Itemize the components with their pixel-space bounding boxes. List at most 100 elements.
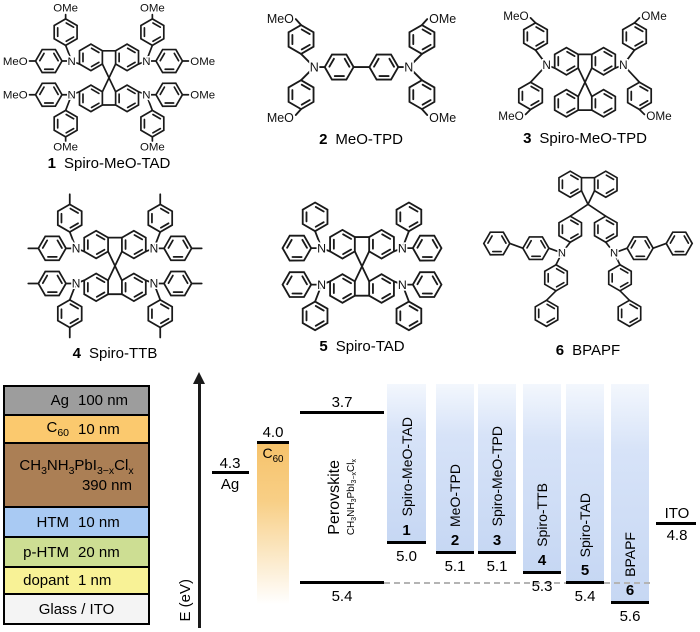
layer-thickness: 1 nm xyxy=(78,572,112,589)
structure-1-drawing: N N N N MeO MeO OMe OMe OMe OMe OMe OMe xyxy=(3,2,215,154)
structure-5-caption: 5 Spiro-TAD xyxy=(319,338,404,355)
c60-level-line xyxy=(257,441,289,444)
atom-label: N xyxy=(619,59,628,72)
perovskite-formula: CH3NH3PbI3−xClx xyxy=(346,459,358,536)
homo-value: 5.6 xyxy=(619,608,641,626)
atom-labels: N N MeO MeO OMe OMe xyxy=(265,10,458,126)
atom-label: N xyxy=(610,248,618,260)
structure-name: BPAPF xyxy=(572,341,621,359)
structure-name: Spiro-TTB xyxy=(89,344,158,362)
ag-label: Ag xyxy=(220,476,240,493)
layer-name: Glass / ITO xyxy=(38,600,115,618)
atom-label: N xyxy=(398,241,407,255)
atom-label: OMe xyxy=(53,142,78,154)
bar-number: 3 xyxy=(492,531,502,549)
homo-value: 5.3 xyxy=(531,577,553,595)
bar-number: 2 xyxy=(450,531,460,549)
structure-4-drawing: N N N N xyxy=(27,193,203,339)
bar-number: 5 xyxy=(580,562,590,580)
structure-4-spiro-ttb: N N N N 4 Spiro-TTB xyxy=(20,188,210,362)
energy-axis-line xyxy=(198,384,201,628)
atom-label: OMe xyxy=(190,90,215,102)
perovskite-energy-bar: Perovskite CH3NH3PbI3−xClx xyxy=(300,411,384,584)
atom-label: N xyxy=(72,277,81,291)
homo-level-line xyxy=(611,601,649,605)
bar-material-label: Spiro-MeO-TPD xyxy=(489,426,505,527)
atom-label: OMe xyxy=(429,111,456,125)
bond-skeleton xyxy=(278,201,446,332)
homo-value: 5.1 xyxy=(486,557,508,575)
structure-2-caption: 2 MeO-TPD xyxy=(319,131,403,148)
bar-fill xyxy=(387,384,426,544)
bond-skeleton xyxy=(27,193,203,339)
bar-fill xyxy=(611,384,649,605)
structure-1-caption: 1 Spiro-MeO-TAD xyxy=(48,155,171,172)
bar-number: 6 xyxy=(625,582,635,600)
atom-labels: N N N N xyxy=(316,240,409,294)
structure-4-caption: 4 Spiro-TTB xyxy=(73,345,158,362)
bond-skeleton xyxy=(517,17,653,118)
atom-label: OMe xyxy=(140,3,165,15)
structure-number: 3 xyxy=(523,130,532,148)
device-stack: Ag 100 nm C60 10 nm CH3NH3PbI3−xClx 390 … xyxy=(3,385,150,625)
structure-number: 6 xyxy=(555,341,565,359)
layer-thickness: 10 nm xyxy=(78,513,120,531)
bar-fill xyxy=(478,384,516,554)
structure-name: MeO-TPD xyxy=(335,131,403,149)
bar-material-label: Spiro-TAD xyxy=(577,492,593,558)
energy-axis-label: E (eV) xyxy=(176,579,194,622)
homo-level-line xyxy=(387,540,426,544)
atom-label: N xyxy=(142,90,150,102)
htm-bar-meo-tpd: MeO-TPD 2 5.1 xyxy=(436,384,474,575)
atom-label: N xyxy=(542,59,551,72)
structure-number: 1 xyxy=(47,154,56,172)
structure-number: 4 xyxy=(72,344,81,362)
bond-skeleton xyxy=(287,18,435,116)
stack-layer-p-htm: p-HTM 20 nm xyxy=(3,536,150,568)
atom-label: N xyxy=(309,60,318,74)
layer-thickness: 10 nm xyxy=(78,420,120,438)
c60-lumo-value: 4.0 xyxy=(262,424,284,441)
atom-label: N xyxy=(150,277,159,291)
ag-workfunction-value: 4.3 xyxy=(219,455,241,472)
layer-name: Ag xyxy=(50,392,69,409)
homo-level-line xyxy=(436,550,474,554)
perovskite-vb-dashed-guideline xyxy=(384,582,650,584)
atom-label: N xyxy=(317,241,326,255)
structure-name: Spiro-TAD xyxy=(335,337,405,355)
atom-labels: N N xyxy=(556,246,619,261)
stack-layer-perovskite: CH3NH3PbI3−xClx 390 nm xyxy=(3,442,150,508)
bar-number: 4 xyxy=(537,551,547,569)
layer-name: C60 xyxy=(46,419,69,439)
bond-skeleton xyxy=(479,170,697,328)
atom-label: N xyxy=(558,248,566,260)
structure-3-spiro-meo-tpd: N N MeO MeO OMe OMe 3 Spiro-MeO-TPD xyxy=(484,8,686,147)
ito-workfunction-value: 4.8 xyxy=(666,527,688,544)
structure-1-spiro-meo-tad: N N N N MeO MeO OMe OMe OMe OMe OMe OMe … xyxy=(0,2,218,172)
htm-bar-spiro-meo-tad: Spiro-MeO-TAD 1 5.0 xyxy=(387,384,426,565)
structure-3-drawing: N N MeO MeO OMe OMe xyxy=(497,8,674,124)
c60-energy-bar: C60 xyxy=(257,441,289,613)
structure-number: 5 xyxy=(319,337,328,355)
structure-5-drawing: N N N N xyxy=(278,201,446,332)
atom-label: OMe xyxy=(140,142,165,154)
atom-label: OMe xyxy=(429,12,456,26)
htm-bar-bpapf: BPAPF 6 5.6 xyxy=(611,384,649,625)
bar-number: 1 xyxy=(402,521,411,539)
bond-skeleton xyxy=(28,13,190,142)
layer-name: dopant xyxy=(23,572,69,589)
perovskite-vb-value: 5.4 xyxy=(331,588,353,605)
atom-label: N xyxy=(142,56,150,68)
stack-layer-ag: Ag 100 nm xyxy=(3,385,150,416)
structure-2-meo-tpd: N N MeO MeO OMe OMe 2 MeO-TPD xyxy=(255,4,467,148)
bar-fill xyxy=(566,384,604,585)
structure-6-bpapf: N N 6 BPAPF xyxy=(478,170,698,359)
homo-value: 5.4 xyxy=(574,588,596,606)
structure-number: 2 xyxy=(319,131,328,149)
homo-level-line xyxy=(523,570,561,574)
atom-label: N xyxy=(404,60,413,74)
atom-label: OMe xyxy=(646,110,672,123)
atom-label: N xyxy=(150,241,159,255)
ito-label: ITO xyxy=(664,505,690,522)
